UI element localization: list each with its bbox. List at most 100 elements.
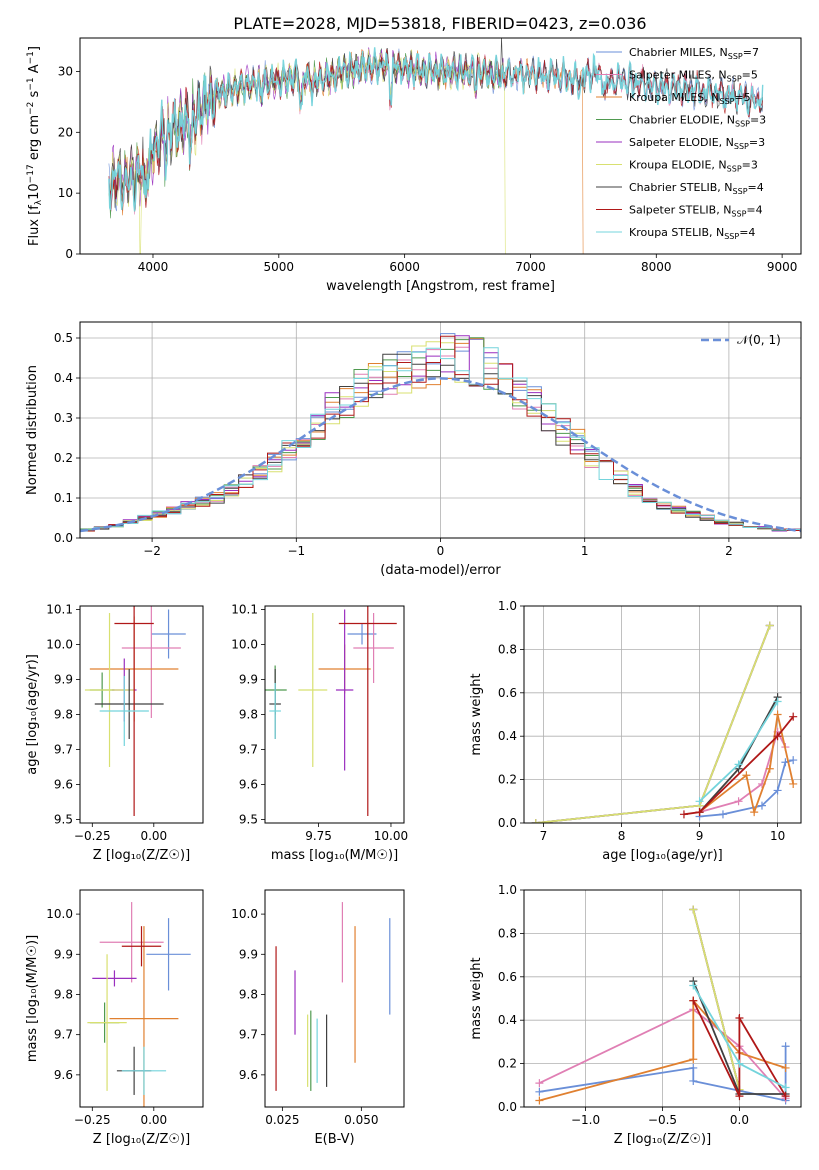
spectrum-ytick-label: 10: [58, 186, 73, 200]
residuals-ytick-label: 0.1: [54, 491, 73, 505]
residuals-ytick-label: 0.3: [54, 411, 73, 425]
massweight_vs_age-series-kroupa-stelib-marker: [695, 797, 704, 806]
age_vs_Z-xtick-label: −0.25: [74, 829, 111, 843]
massweight_vs_age-ytick-label: 1.0: [498, 599, 517, 613]
age_vs_Z-ytick-label: 10.1: [46, 603, 73, 617]
spectrum-ytick-label: 0: [65, 247, 73, 261]
residuals-xtick-label: −2: [143, 544, 161, 558]
massweight_vs_Z-ytick-label: 1.0: [498, 883, 517, 897]
massweight_vs_Z-series-salpeter-stelib-marker: [781, 1092, 790, 1101]
spectrum-legend-label: Salpeter MILES, NSSP=5: [629, 69, 758, 84]
spectrum-legend-label: Kroupa MILES, NSSP=5: [629, 91, 751, 106]
massweight_vs_age-series-salpeter-stelib-marker: [695, 808, 704, 817]
spectrum-legend-suffix: =4: [739, 226, 755, 239]
massweight_vs_age-xtick-label: 10: [770, 829, 785, 843]
spectrum-legend-suffix: =3: [742, 159, 758, 172]
spectrum-xtick-label: 7000: [515, 260, 546, 274]
spectrum-legend-suffix: =5: [734, 91, 750, 104]
spectrum-legend-sub: SSP: [733, 187, 748, 196]
massweight_vs_age-series-kroupa-elodie-marker: [765, 621, 774, 630]
mass_vs_EBV-ytick-label: 9.6: [239, 1068, 258, 1082]
spectrum-legend-text: Kroupa ELODIE, N: [629, 159, 727, 172]
residuals-plot-area: [80, 333, 801, 533]
massweight_vs_age-series-salpeter-stelib-marker: [789, 712, 798, 721]
massweight_vs_age-ytick-label: 0.2: [498, 773, 517, 787]
residuals-xtick-label: 2: [725, 544, 733, 558]
massweight_vs_age-series-kroupa-miles-marker: [773, 710, 782, 719]
age_vs_Z-ytick-label: 9.6: [54, 778, 73, 792]
mass_vs_Z-panel: −0.25 0.00 9.6 9.7 9.8 9.9 10.0 Z [log₁₀(Z/Z☉)]…: [25, 889, 204, 1147]
massweight_vs_Z-series-kroupa-stelib-marker: [735, 1059, 744, 1068]
spectrum-ylabel-part: −1: [26, 51, 36, 64]
age_vs_mass-xtick-label: 9.75: [305, 829, 332, 843]
massweight_vs_age-ytick-label: 0.6: [498, 686, 517, 700]
residuals-hist-chabrier-stelib: [80, 353, 801, 531]
massweight_vs_age-plot-area: [531, 621, 798, 823]
spectrum-legend-label: Kroupa ELODIE, NSSP=3: [629, 159, 758, 174]
massweight_vs_age-series-salpeter-miles-marker: [734, 797, 743, 806]
mass_vs_EBV-frame: [264, 889, 405, 1108]
spectrum-legend-text: Kroupa MILES, N: [629, 91, 719, 104]
massweight_vs_age-series-salpeter-stelib-marker: [679, 810, 688, 819]
spectrum-legend-sub: SSP: [727, 165, 742, 174]
spectrum-legend-text: Salpeter STELIB, N: [629, 204, 731, 217]
spectrum-xtick-label: 5000: [264, 260, 295, 274]
age_vs_Z-ytick-label: 9.5: [54, 813, 73, 827]
age_vs_mass-panel: 9.75 10.00 9.5 9.6 9.7 9.8 9.9 10.0 10.1 mass [lo…: [231, 603, 408, 864]
mass_vs_Z-frame: [79, 889, 204, 1108]
residuals-panel: −2 −1 0 1 2 0.0 0.1 0.2 0.3 0.4 0.5 (data-model)/er…: [25, 321, 802, 578]
mass_vs_Z-ylabel: mass [log₁₀(M/M☉)]: [25, 935, 40, 1062]
spectrum-ylabel-part: erg cm: [27, 115, 42, 164]
mass_vs_EBV-ytick-label: 10.0: [231, 907, 258, 921]
spectrum-ylabel-part: 10: [27, 183, 42, 200]
mass_vs_EBV-ytick-label: 9.7: [239, 1028, 258, 1042]
mass_vs_EBV-xlabel: E(B-V): [314, 1132, 354, 1147]
spectrum-ylabel-part: Flux [f: [27, 205, 42, 246]
spectrum-legend-suffix: =7: [743, 46, 759, 59]
massweight_vs_Z-ytick-label: 0.0: [498, 1100, 517, 1114]
spectrum-ylabel-part: ]: [27, 46, 42, 51]
spectrum-legend-sub: SSP: [735, 120, 750, 129]
massweight_vs_Z-xtick-label: −1.0: [571, 1113, 600, 1127]
age_vs_Z-ytick-label: 9.8: [54, 708, 73, 722]
spectrum-legend-sub: SSP: [734, 142, 749, 151]
residuals-ytick-label: 0.5: [54, 331, 73, 345]
massweight_vs_age-series-chabrier-miles-marker: [718, 810, 727, 819]
spectrum-xlabel: wavelength [Angstrom, rest frame]: [326, 279, 555, 294]
spectrum-legend-text: Salpeter MILES, N: [629, 69, 727, 82]
spectrum-legend-label: Salpeter ELODIE, NSSP=3: [629, 136, 765, 151]
spectrum-legend-sub: SSP: [724, 232, 739, 241]
massweight_vs_Z-ytick-label: 0.4: [498, 1013, 517, 1027]
massweight_vs_Z-panel: −1.0 −0.5 0.0 0.0 0.2 0.4 0.6 0.8 1.0 Z [log₁₀(Z/…: [469, 883, 802, 1147]
massweight_vs_Z-series-kroupa-stelib-marker: [689, 981, 698, 990]
age_vs_mass-xlabel: mass [log₁₀(M/M☉)]: [271, 848, 398, 863]
massweight_vs_Z-xtick-label: 0.0: [730, 1113, 749, 1127]
massweight_vs_Z-series-kroupa-elodie-marker: [689, 905, 698, 914]
massweight_vs_Z-ylabel: mass weight: [469, 957, 484, 1039]
mass_vs_Z-xtick-label: 0.00: [140, 1113, 167, 1127]
spectrum-ytick-label: 30: [58, 64, 73, 78]
residuals-hist-kroupa-stelib: [80, 347, 801, 531]
massweight_vs_Z-series-kroupa-stelib-marker: [781, 1083, 790, 1092]
age_vs_mass-ytick-label: 9.6: [239, 778, 258, 792]
mass_vs_Z-ytick-label: 9.9: [54, 947, 73, 961]
spectrum-legend-sub: SSP: [727, 75, 742, 84]
mass_vs_EBV-panel: 0.025 0.050 9.6 9.7 9.8 9.9 10.0 E(B-V): [231, 889, 405, 1147]
spectrum-legend-suffix: =5: [742, 69, 758, 82]
spectrum-xtick-label: 8000: [641, 260, 672, 274]
mass_vs_Z-xlabel: Z [log₁₀(Z/Z☉)]: [93, 1132, 190, 1147]
figure-title: PLATE=2028, MJD=53818, FIBERID=0423, z=0…: [233, 14, 646, 33]
massweight_vs_age-series-salpeter-stelib-marker: [773, 732, 782, 741]
massweight_vs_age-xtick-label: 9: [696, 829, 704, 843]
spectrum-ylabel-part: A: [27, 64, 42, 77]
spectrum-legend-suffix: =4: [746, 204, 762, 217]
spectrum-legend-label: Chabrier MILES, NSSP=7: [629, 46, 759, 61]
spectrum-legend-suffix: =4: [748, 181, 764, 194]
age_vs_Z-ytick-label: 10.0: [46, 638, 73, 652]
massweight_vs_age-ytick-label: 0.4: [498, 729, 517, 743]
mass_vs_Z-ytick-label: 9.8: [54, 987, 73, 1001]
spectrum-legend-suffix: =3: [750, 114, 766, 127]
spectrum-xtick-label: 9000: [767, 260, 798, 274]
age_vs_Z-panel: −0.25 0.00 9.5 9.6 9.7 9.8 9.9 10.0 10.1 Z [log₁₀…: [25, 603, 204, 863]
mass_vs_EBV-plot-area: [275, 902, 391, 1091]
